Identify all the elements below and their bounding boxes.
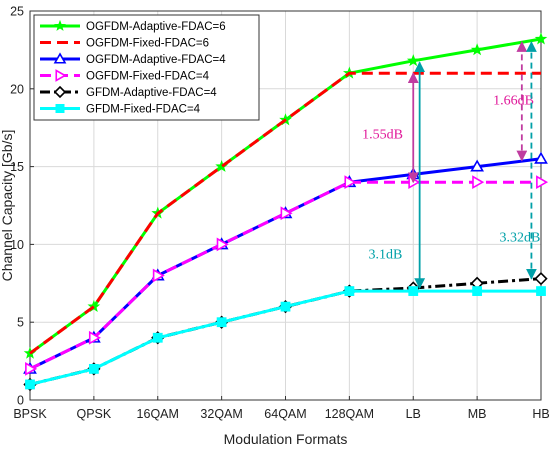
triangle-right-marker: [55, 69, 67, 82]
triangle-up-marker: [534, 151, 548, 164]
x-tick-label: 32QAM: [200, 407, 242, 421]
series-GFDM-Fixed-FDAC=4: [25, 286, 546, 390]
star-marker: [406, 54, 420, 67]
legend-item: OGFDM-Adaptive-FDAC=6: [40, 19, 226, 33]
annotation-label: 1.66dB: [493, 93, 534, 108]
square-marker: [55, 104, 65, 113]
triangle-right-marker: [472, 175, 485, 190]
annotation-label: 3.32dB: [499, 230, 540, 245]
legend-label: GFDM-Adaptive-FDAC=4: [86, 87, 217, 99]
legend-label: OGFDM-Fixed-FDAC=4: [86, 71, 210, 83]
triangle-right-marker: [25, 362, 38, 376]
triangle-right-marker: [216, 237, 229, 252]
square-marker: [280, 301, 291, 312]
square-marker: [88, 363, 99, 374]
legend-label: OGFDM-Fixed-FDAC=6: [86, 38, 209, 50]
diamond-marker: [534, 272, 548, 286]
x-axis-label: Modulation Formats: [224, 431, 348, 447]
triangle-up-marker: [470, 159, 485, 172]
square-marker: [536, 286, 546, 296]
y-tick-label: 20: [10, 82, 24, 96]
legend-label: OGFDM-Adaptive-FDAC=6: [86, 21, 226, 33]
y-tick-label: 15: [10, 160, 24, 174]
series-OGFDM-Fixed-FDAC=6: [29, 71, 541, 355]
legend-label: OGFDM-Adaptive-FDAC=4: [86, 54, 226, 66]
series-group: [23, 32, 549, 392]
legend-label: GFDM-Fixed-FDAC=4: [86, 104, 201, 116]
legend-item: GFDM-Fixed-FDAC=4: [40, 104, 201, 116]
x-tick-label: BPSK: [13, 407, 47, 421]
square-marker: [25, 379, 35, 390]
square-marker: [472, 286, 483, 296]
star-marker: [470, 43, 484, 56]
annotation-label: 1.55dB: [362, 128, 403, 143]
triangle-right-marker: [88, 330, 101, 345]
square-marker: [216, 317, 227, 328]
x-tick-label: LB: [406, 407, 421, 421]
y-tick-label: 5: [17, 316, 24, 330]
legend-item: OGFDM-Fixed-FDAC=4: [40, 69, 210, 83]
annotation-label: 3.1dB: [369, 247, 403, 262]
star-marker: [87, 299, 101, 313]
triangle-right-marker: [280, 206, 293, 221]
x-tick-label: MB: [468, 407, 487, 421]
series-line: [29, 180, 541, 371]
triangle-up-marker: [53, 52, 67, 64]
legend-item: OGFDM-Adaptive-FDAC=4: [40, 52, 226, 66]
star-marker: [54, 19, 66, 31]
square-marker: [408, 286, 419, 296]
annotations: 1.55dB 1.66dB 3.1dB 3.32dB: [362, 41, 540, 290]
legend-box: [33, 14, 260, 121]
y-axis-label: Channel Capacity [Gb/s]: [0, 130, 15, 282]
star-marker: [534, 32, 548, 45]
x-tick-label: 128QAM: [325, 407, 374, 421]
diamond-marker: [53, 85, 67, 99]
x-axis-ticks: BPSK QPSK 16QAM 32QAM 64QAM 128QAM LB MB HB: [13, 396, 550, 421]
triangle-right-marker: [152, 268, 165, 283]
x-tick-label: 16QAM: [137, 407, 179, 421]
y-tick-label: 10: [10, 238, 24, 252]
x-tick-label: HB: [532, 407, 549, 421]
legend-item: GFDM-Adaptive-FDAC=4: [40, 85, 217, 99]
square-marker: [152, 332, 163, 343]
legend-item: OGFDM-Fixed-FDAC=6: [40, 38, 209, 50]
legend: OGFDM-Adaptive-FDAC=6 OGFDM-Fixed-FDAC=6 O…: [33, 14, 260, 121]
x-tick-label: 64QAM: [264, 407, 306, 421]
y-tick-label: 25: [10, 5, 24, 19]
series-line: [29, 71, 541, 355]
triangle-right-marker: [344, 175, 357, 190]
y-tick-label: 0: [17, 394, 24, 408]
x-tick-label: QPSK: [77, 407, 112, 421]
square-marker: [344, 286, 355, 296]
triangle-right-marker: [536, 175, 549, 190]
y-axis-ticks: 0 5 10 15 20 25: [10, 5, 34, 408]
